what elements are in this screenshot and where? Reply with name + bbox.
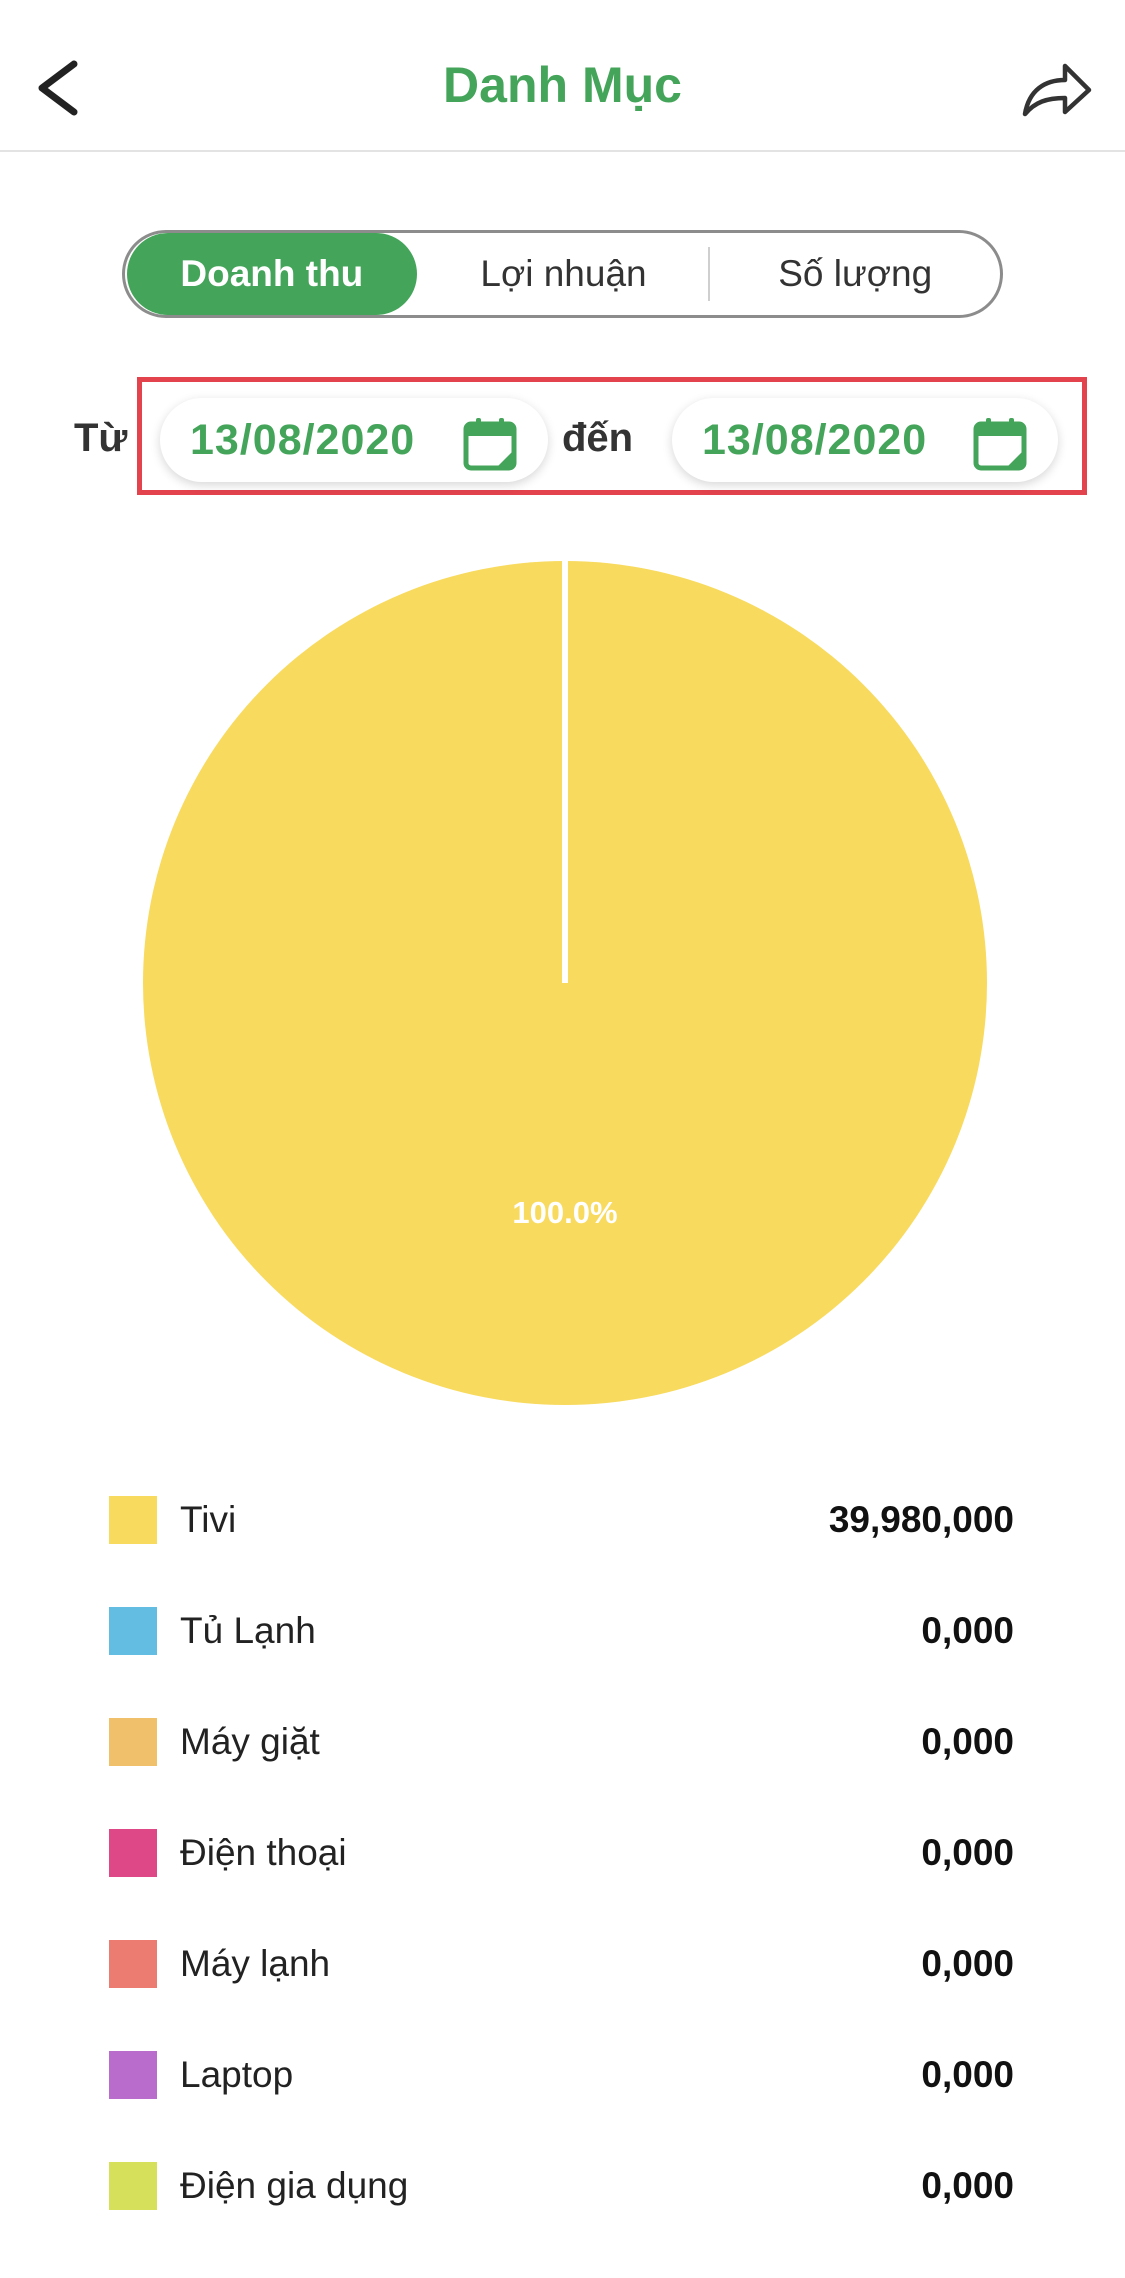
calendar-icon [973, 418, 1027, 471]
legend-value: 0,000 [921, 1943, 1014, 1984]
legend-name: Điện thoại [180, 1832, 347, 1873]
legend-name: Điện gia dụng [180, 2165, 409, 2206]
page-title: Danh Mục [443, 57, 682, 113]
metric-tabs: Doanh thu Lợi nhuận Số lượng [122, 230, 1003, 318]
legend-name: Tivi [180, 1499, 237, 1540]
legend-name: Máy lạnh [180, 1943, 331, 1984]
to-date-value: 13/08/2020 [702, 415, 928, 464]
legend-item[interactable]: Laptop 0,000 [0, 2035, 1125, 2115]
legend-name: Tủ Lạnh [180, 1610, 316, 1651]
from-date-value: 13/08/2020 [190, 415, 416, 464]
calendar-icon [463, 418, 517, 471]
legend-item[interactable]: Máy giặt 0,000 [0, 1702, 1125, 1782]
legend-item[interactable]: Tivi 39,980,000 [0, 1480, 1125, 1560]
pie-chart: 100.0% [143, 561, 987, 1405]
legend-value: 0,000 [921, 1610, 1014, 1651]
date-range-highlight [137, 377, 1087, 495]
legend-swatch [109, 1718, 157, 1766]
legend-value: 39,980,000 [828, 1499, 1014, 1540]
from-label: Từ [74, 416, 128, 460]
legend-value: 0,000 [921, 2054, 1014, 2095]
legend-name: Máy giặt [180, 1721, 320, 1762]
share-button[interactable] [1015, 48, 1095, 128]
legend-item[interactable]: Tủ Lạnh 0,000 [0, 1591, 1125, 1671]
nav-header: Danh Mục [0, 0, 1125, 152]
from-date-picker[interactable]: 13/08/2020 [160, 398, 548, 482]
legend-swatch [109, 2051, 157, 2099]
legend-swatch [109, 1940, 157, 1988]
legend-value: 0,000 [921, 2165, 1014, 2206]
to-date-picker[interactable]: 13/08/2020 [672, 398, 1058, 482]
to-label: đến [562, 416, 634, 460]
legend-swatch [109, 1496, 157, 1544]
legend-item[interactable]: Điện gia dụng 0,000 [0, 2146, 1125, 2226]
legend-swatch [109, 1829, 157, 1877]
legend-value: 0,000 [921, 1721, 1014, 1762]
back-button[interactable] [30, 48, 90, 128]
legend-swatch [109, 1607, 157, 1655]
pie-label-0: 100.0% [512, 1195, 617, 1230]
tab-doanh-thu[interactable]: Doanh thu [127, 233, 417, 315]
legend-name: Laptop [180, 2054, 294, 2095]
tab-divider [708, 247, 711, 301]
share-arrow-icon [1022, 63, 1092, 117]
legend-item[interactable]: Máy lạnh 0,000 [0, 1924, 1125, 2004]
chevron-left-icon [38, 60, 78, 116]
tab-so-luong[interactable]: Số lượng [778, 253, 933, 294]
legend-swatch [109, 2162, 157, 2210]
legend-value: 0,000 [921, 1832, 1014, 1873]
legend-item[interactable]: Điện thoại 0,000 [0, 1813, 1125, 1893]
tab-loi-nhuan[interactable]: Lợi nhuận [480, 253, 647, 294]
